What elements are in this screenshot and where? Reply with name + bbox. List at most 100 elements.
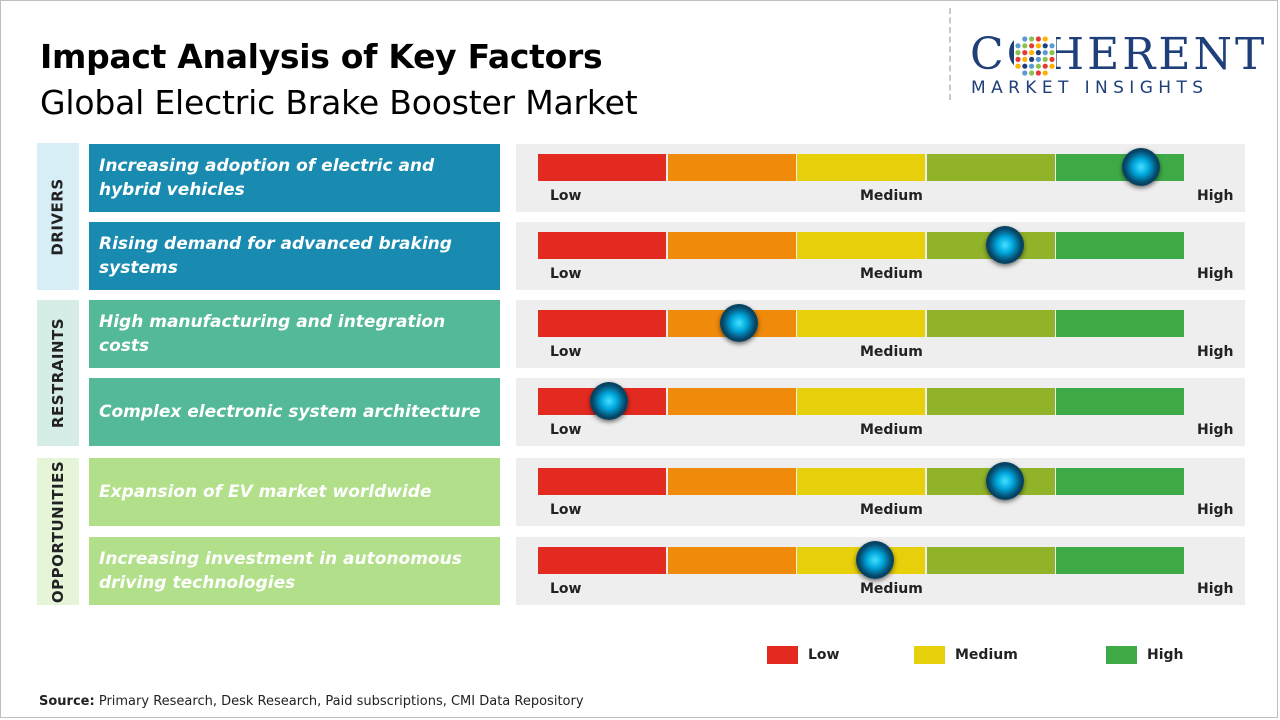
gauge-segment	[667, 468, 796, 495]
logo-dot	[1042, 43, 1048, 49]
logo-dot	[1022, 43, 1028, 49]
logo-dot	[1015, 56, 1021, 62]
logo-dot	[1022, 50, 1028, 56]
gauge-segment	[538, 547, 667, 574]
scale-label-high: High	[1197, 422, 1234, 438]
scale-label-medium: Medium	[860, 188, 923, 204]
gauge-segment	[538, 468, 667, 495]
gauge-segment	[926, 547, 1055, 574]
impact-gauge: Low Medium High	[516, 458, 1245, 526]
gauge-segment	[926, 154, 1055, 181]
scale-label-medium: Medium	[860, 581, 923, 597]
company-logo: COHERENT MARKET INSIGHTS	[968, 30, 1264, 100]
gauge-segment	[926, 388, 1055, 415]
title-block: Impact Analysis of Key Factors Global El…	[40, 34, 638, 126]
logo-dot	[1042, 70, 1048, 76]
logo-dot	[1029, 70, 1035, 76]
scale-label-high: High	[1197, 581, 1234, 597]
scale-label-low: Low	[550, 422, 582, 438]
gauge-segment	[1056, 388, 1185, 415]
scale-label-low: Low	[550, 581, 582, 597]
logo-dot	[1035, 63, 1041, 69]
gauge-segment	[1056, 547, 1185, 574]
category-band-drivers: DRIVERS	[37, 143, 79, 290]
category-band-opportunities: OPPORTUNITIES	[37, 458, 79, 605]
logo-dot	[1022, 63, 1028, 69]
gauge-segment	[667, 547, 796, 574]
logo-dot	[1035, 56, 1041, 62]
gauge-segment	[538, 154, 667, 181]
logo-dot	[1029, 63, 1035, 69]
scale-label-low: Low	[550, 188, 582, 204]
gauge-segment	[667, 388, 796, 415]
source-note: Source: Primary Research, Desk Research,…	[39, 694, 584, 709]
logo-dot	[1015, 50, 1021, 56]
scale-label-high: High	[1197, 344, 1234, 360]
gauge-segment	[667, 154, 796, 181]
logo-dot	[1015, 43, 1021, 49]
logo-dot	[1035, 43, 1041, 49]
gauge-segment	[1056, 310, 1185, 337]
logo-dot	[1049, 56, 1055, 62]
category-label: RESTRAINTS	[49, 317, 68, 429]
logo-tagline: MARKET INSIGHTS	[971, 78, 1209, 98]
impact-gauge: Low Medium High	[516, 300, 1245, 368]
legend-swatch	[1106, 646, 1137, 664]
factor-label: Rising demand for advanced braking syste…	[89, 222, 500, 290]
logo-dot	[1029, 56, 1035, 62]
logo-dot	[1035, 70, 1041, 76]
source-label: Source:	[39, 694, 95, 709]
scale-label-low: Low	[550, 502, 582, 518]
category-label: DRIVERS	[49, 177, 68, 256]
legend-swatch	[914, 646, 945, 664]
impact-marker	[985, 462, 1024, 500]
legend-label: Medium	[955, 647, 1018, 663]
logo-dot	[1049, 63, 1055, 69]
impact-marker	[985, 226, 1024, 264]
impact-marker	[590, 382, 629, 420]
impact-marker	[719, 304, 758, 342]
scale-label-medium: Medium	[860, 266, 923, 282]
gauge-segment	[797, 388, 926, 415]
factor-label: High manufacturing and integration costs	[89, 300, 500, 368]
gauge-segment	[797, 154, 926, 181]
logo-dot	[1049, 43, 1055, 49]
header-divider	[949, 8, 951, 100]
logo-dot	[1022, 56, 1028, 62]
source-text: Primary Research, Desk Research, Paid su…	[98, 694, 584, 709]
gauge-segment	[538, 310, 667, 337]
gauge-segment	[797, 232, 926, 259]
logo-dot	[1042, 56, 1048, 62]
logo-dot	[1035, 50, 1041, 56]
gauge-segment	[538, 232, 667, 259]
category-band-restraints: RESTRAINTS	[37, 300, 79, 446]
chart-subtitle: Global Electric Brake Booster Market	[40, 83, 638, 122]
category-label: OPPORTUNITIES	[49, 460, 67, 603]
scale-label-medium: Medium	[860, 502, 923, 518]
impact-gauge: Low Medium High	[516, 537, 1245, 605]
gauge-segment	[797, 468, 926, 495]
factor-label: Increasing adoption of electric and hybr…	[89, 144, 500, 212]
factor-label: Expansion of EV market worldwide	[89, 458, 500, 526]
logo-dot	[1029, 50, 1035, 56]
gauge-segment	[1056, 232, 1185, 259]
scale-label-medium: Medium	[860, 344, 923, 360]
scale-label-high: High	[1197, 188, 1234, 204]
legend-swatch	[767, 646, 798, 664]
legend-label: High	[1147, 647, 1184, 663]
logo-dot	[1042, 50, 1048, 56]
factor-label: Complex electronic system architecture	[89, 378, 500, 446]
impact-marker	[1121, 148, 1160, 186]
legend-label: Low	[808, 647, 840, 663]
scale-label-medium: Medium	[860, 422, 923, 438]
scale-label-high: High	[1197, 266, 1234, 282]
logo-dot	[1015, 63, 1021, 69]
logo-dot	[1029, 36, 1035, 42]
legend-item: High	[1106, 646, 1184, 664]
logo-dots-icon	[1014, 35, 1056, 77]
logo-dot	[1022, 70, 1028, 76]
impact-gauge: Low Medium High	[516, 378, 1245, 446]
scale-label-low: Low	[550, 266, 582, 282]
chart-title: Impact Analysis of Key Factors	[40, 37, 603, 76]
